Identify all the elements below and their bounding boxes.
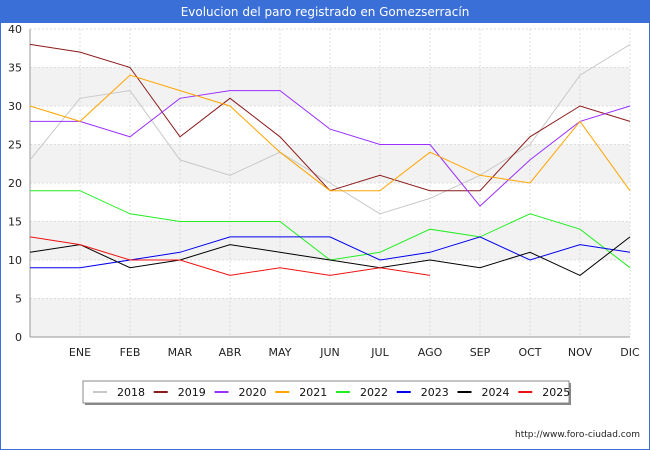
legend-label-2022: 2022 <box>360 386 388 399</box>
x-tick-label: MAY <box>269 346 292 359</box>
x-tick-label: AGO <box>418 346 443 359</box>
x-tick-label: MAR <box>168 346 193 359</box>
series-line-2018 <box>29 43 631 215</box>
y-tick-label: 40 <box>8 23 22 36</box>
legend-label-2024: 2024 <box>482 386 510 399</box>
legend-label-2023: 2023 <box>421 386 449 399</box>
y-tick-label: 25 <box>8 139 22 152</box>
legend-label-2019: 2019 <box>178 386 206 399</box>
y-axis-ticks: 0 5 10 15 20 25 30 35 40 <box>8 23 22 344</box>
y-tick-label: 0 <box>15 331 22 344</box>
legend: 2018 2019 2020 2021 2022 2023 2024 2025 <box>82 380 571 405</box>
y-tick-label: 35 <box>8 62 22 75</box>
series-line-2024 <box>29 236 631 276</box>
x-tick-label: NOV <box>568 346 593 359</box>
legend-label-2021: 2021 <box>299 386 327 399</box>
x-tick-label: FEB <box>120 346 141 359</box>
series-line-2025 <box>29 236 431 276</box>
x-tick-label: ABR <box>219 346 242 359</box>
y-tick-label: 10 <box>8 254 22 267</box>
x-tick-label: SEP <box>470 346 491 359</box>
legend-box <box>82 380 570 404</box>
y-tick-label: 20 <box>8 177 22 190</box>
x-tick-label: DIC <box>620 346 640 359</box>
x-tick-label: OCT <box>518 346 541 359</box>
x-tick-label: ENE <box>69 346 91 359</box>
y-tick-label: 15 <box>8 216 22 229</box>
legend-label-2018: 2018 <box>117 386 145 399</box>
legend-label-2020: 2020 <box>239 386 267 399</box>
y-tick-label: 30 <box>8 100 22 113</box>
series-lines <box>29 43 631 276</box>
chart-title: Evolucion del paro registrado en Gomezse… <box>1 1 649 23</box>
x-tick-label: JUN <box>319 346 340 359</box>
grid-lines <box>29 28 631 338</box>
x-tick-label: JUL <box>370 346 389 359</box>
y-tick-label: 5 <box>15 293 22 306</box>
series-line-2021 <box>29 74 631 192</box>
x-axis-ticks: ENE FEB MAR ABR MAY JUN JUL AGO SEP OCT NOV DIC <box>69 346 640 359</box>
legend-label-2025: 2025 <box>542 386 570 399</box>
series-line-2020 <box>30 90 631 207</box>
source-url: http://www.foro-ciudad.com <box>515 430 640 440</box>
